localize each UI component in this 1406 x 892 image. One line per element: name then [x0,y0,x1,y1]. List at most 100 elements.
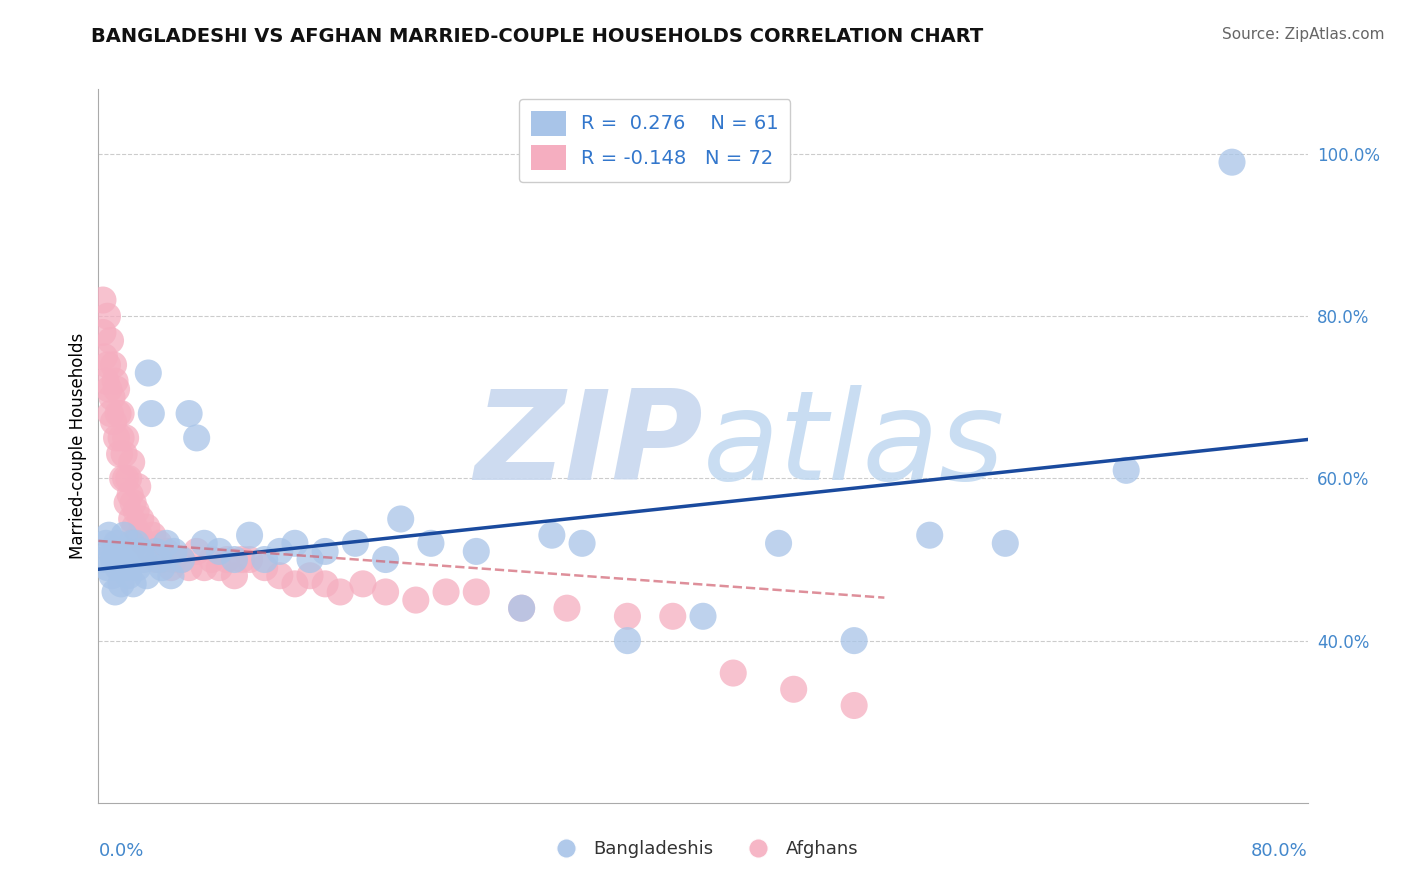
Point [122,496,145,510]
Point [1220,155,1243,169]
Point [115,544,138,558]
Point [155,536,177,550]
Point [112,447,135,461]
Point [111,552,134,566]
Point [100,544,122,558]
Point [115,496,138,510]
Point [692,609,714,624]
Point [132,536,155,550]
Point [110,407,132,421]
Point [269,568,291,582]
Point [105,382,128,396]
Point [124,520,146,534]
Point [193,560,215,574]
Point [844,698,866,713]
Point [723,666,745,681]
Text: BANGLADESHI VS AFGHAN MARRIED-COUPLE HOUSEHOLDS CORRELATION CHART: BANGLADESHI VS AFGHAN MARRIED-COUPLE HOU… [91,27,984,45]
Point [148,552,170,566]
Point [768,536,790,550]
Point [114,431,136,445]
Point [918,528,941,542]
Point [100,334,122,348]
Point [114,471,136,485]
Point [170,552,193,566]
Point [103,415,125,429]
Point [139,544,162,558]
Point [96,560,118,574]
Point [105,431,128,445]
Point [201,552,224,566]
Point [145,544,167,558]
Text: 80.0%: 80.0% [1251,842,1308,860]
Point [661,609,683,624]
Point [434,585,457,599]
Point [239,552,262,566]
Point [186,544,208,558]
Point [125,504,148,518]
Point [150,560,173,574]
Point [224,568,246,582]
Point [314,544,336,558]
Point [121,455,143,469]
Point [352,577,374,591]
Point [160,568,183,582]
Point [114,560,136,574]
Point [160,560,183,574]
Point [103,358,125,372]
Point [100,407,122,421]
Point [98,382,121,396]
Point [103,552,125,566]
Point [94,374,117,388]
Point [108,544,131,558]
Point [104,374,127,388]
Point [127,479,149,493]
Point [299,552,322,566]
Point [329,585,352,599]
Text: 0.0%: 0.0% [98,842,143,860]
Point [314,577,336,591]
Point [224,552,246,566]
Point [112,528,135,542]
Point [420,536,443,550]
Point [150,552,173,566]
Point [141,407,163,421]
Point [111,471,134,485]
Point [163,544,186,558]
Point [844,633,866,648]
Point [128,528,150,542]
Point [96,310,118,324]
Point [145,552,167,566]
Point [93,552,115,566]
Point [98,528,121,542]
Point [179,560,201,574]
Point [170,552,193,566]
Point [555,601,578,615]
Point [105,536,128,550]
Point [253,560,276,574]
Point [155,544,177,558]
Point [193,536,215,550]
Point [344,536,367,550]
Point [405,593,427,607]
Point [121,536,143,550]
Point [163,552,186,566]
Point [120,552,142,566]
Point [96,358,118,372]
Point [540,528,562,542]
Point [389,512,412,526]
Text: Source: ZipAtlas.com: Source: ZipAtlas.com [1222,27,1385,42]
Point [129,512,152,526]
Point [118,568,141,582]
Point [121,512,143,526]
Point [1115,463,1137,477]
Point [107,407,129,421]
Point [107,560,129,574]
Point [101,390,124,404]
Point [104,585,127,599]
Point [208,544,231,558]
Point [148,536,170,550]
Text: atlas: atlas [703,385,1005,507]
Point [994,536,1017,550]
Point [374,552,396,566]
Point [127,560,149,574]
